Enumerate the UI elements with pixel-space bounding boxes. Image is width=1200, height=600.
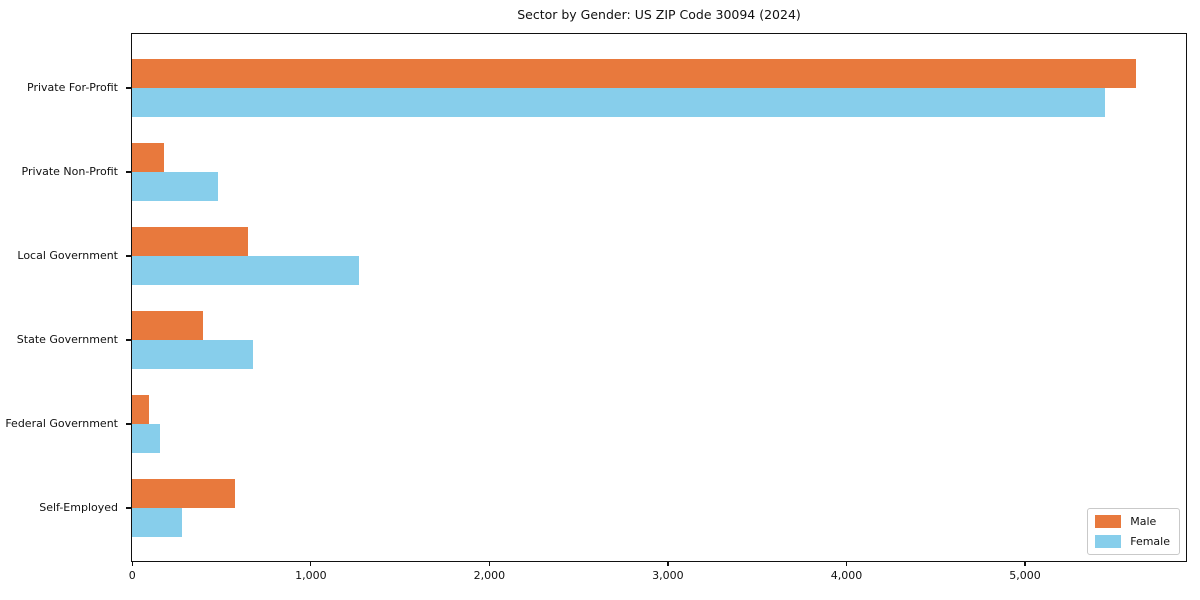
x-tick-label-0: 0 — [128, 569, 136, 582]
legend-label: Female — [1130, 535, 1170, 548]
legend-item-female: Female — [1095, 535, 1170, 548]
legend-item-male: Male — [1095, 515, 1170, 528]
y-tick-mark — [126, 87, 131, 89]
chart-title: Sector by Gender: US ZIP Code 30094 (202… — [517, 7, 801, 22]
x-tick-mark — [131, 561, 133, 566]
plot-area: Male Female — [131, 33, 1187, 562]
y-tick-mark — [126, 255, 131, 257]
x-tick-mark — [488, 561, 491, 566]
bar-female-private-for-profit — [132, 87, 1106, 117]
y-tick-label-private-for-profit: Private For-Profit — [27, 81, 118, 94]
x-tick-mark — [667, 561, 669, 566]
bar-male-private-for-profit — [132, 58, 1137, 88]
bar-male-private-non-profit — [132, 142, 165, 172]
legend-swatch-male — [1095, 515, 1122, 528]
x-tick-label-1-000: 1,000 — [295, 569, 327, 582]
bar-female-state-government — [132, 339, 253, 369]
legend: Male Female — [1087, 508, 1180, 555]
bar-female-local-government — [132, 255, 359, 285]
x-tick-label-5-000: 5,000 — [1009, 569, 1041, 582]
y-tick-label-private-non-profit: Private Non-Profit — [21, 165, 118, 178]
y-tick-label-local-government: Local Government — [17, 249, 118, 262]
y-tick-mark — [126, 423, 131, 425]
y-tick-label-state-government: State Government — [16, 333, 118, 346]
legend-label: Male — [1130, 515, 1157, 528]
y-tick-mark — [126, 171, 131, 173]
x-tick-label-3-000: 3,000 — [652, 569, 684, 582]
y-tick-mark — [126, 507, 131, 509]
x-tick-label-4-000: 4,000 — [830, 569, 863, 582]
bar-female-private-non-profit — [132, 171, 218, 201]
y-tick-mark — [126, 339, 131, 341]
bars-layer — [132, 34, 1186, 561]
bar-male-state-government — [132, 310, 204, 340]
x-tick-mark — [845, 561, 848, 566]
bar-female-federal-government — [132, 423, 160, 453]
bar-male-local-government — [132, 226, 249, 256]
y-tick-label-federal-government: Federal Government — [5, 417, 118, 430]
bar-male-self-employed — [132, 478, 235, 508]
x-tick-label-2-000: 2,000 — [473, 569, 506, 582]
legend-swatch-female — [1095, 535, 1122, 548]
x-tick-mark — [1024, 561, 1026, 566]
y-tick-label-self-employed: Self-Employed — [39, 501, 118, 514]
bar-male-federal-government — [132, 394, 149, 424]
bar-female-self-employed — [132, 507, 182, 537]
x-tick-mark — [310, 561, 312, 566]
